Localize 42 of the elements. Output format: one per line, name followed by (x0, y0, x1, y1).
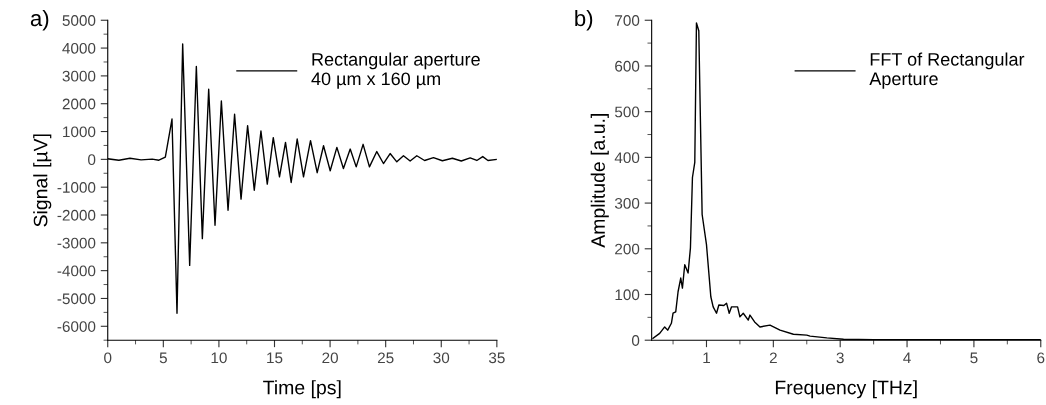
legend-label: FFT of Rectangular Aperture (869, 52, 1025, 89)
x-tick-label: 30 (433, 352, 450, 364)
y-tick-label: 4000 (62, 42, 96, 54)
x-tick-label: 35 (488, 352, 505, 364)
y-tick-label: 600 (615, 60, 640, 72)
y-tick-label: 300 (614, 197, 640, 209)
text: b) (575, 9, 593, 31)
x-axis-title: Time [ps] (263, 380, 341, 399)
text: a) (30, 9, 49, 31)
x-tick-label: 0 (104, 352, 112, 364)
y-tick-label: -1000 (57, 182, 96, 193)
legend-label: Rectangular aperture 40 µm x 160 µm (311, 52, 480, 89)
x-tick-label: 20 (322, 352, 338, 364)
y-tick-label: -3000 (57, 237, 96, 249)
x-tick-label: 5 (970, 352, 978, 364)
x-tick-label: 3 (836, 352, 844, 364)
x-axis-title: Frequency [THz] (775, 380, 917, 399)
y-tick-label: -6000 (57, 321, 96, 332)
x-tick-label: 2 (769, 352, 777, 364)
y-tick-label: 100 (615, 289, 640, 301)
y-tick-label: 2000 (62, 98, 96, 110)
y-tick-label: 3000 (62, 70, 96, 82)
y-tick-label: -5000 (57, 293, 96, 305)
y-tick-label: 200 (615, 243, 640, 255)
x-tick-label: 10 (211, 352, 227, 364)
x-tick-label: 5 (159, 352, 167, 364)
y-tick-label: 5000 (62, 15, 96, 26)
y-axis-title: Signal [µV] (33, 134, 52, 227)
y-tick-label: 0 (631, 335, 640, 346)
y-tick-label: -4000 (57, 265, 96, 277)
x-tick-label: 6 (1037, 352, 1045, 364)
x-tick-label: 4 (903, 352, 911, 364)
y-tick-label: 1000 (63, 126, 96, 138)
y-tick-label: 500 (614, 106, 640, 118)
x-tick-label: 1 (703, 352, 710, 364)
x-tick-label: 15 (267, 352, 283, 364)
y-tick-label: 400 (614, 152, 640, 164)
y-tick-label: -2000 (57, 209, 96, 221)
x-tick-label: 25 (377, 352, 394, 364)
y-axis-title: Amplitude [a.u.] (590, 114, 609, 248)
y-tick-label: 700 (615, 15, 640, 26)
y-tick-label: 0 (88, 154, 96, 166)
